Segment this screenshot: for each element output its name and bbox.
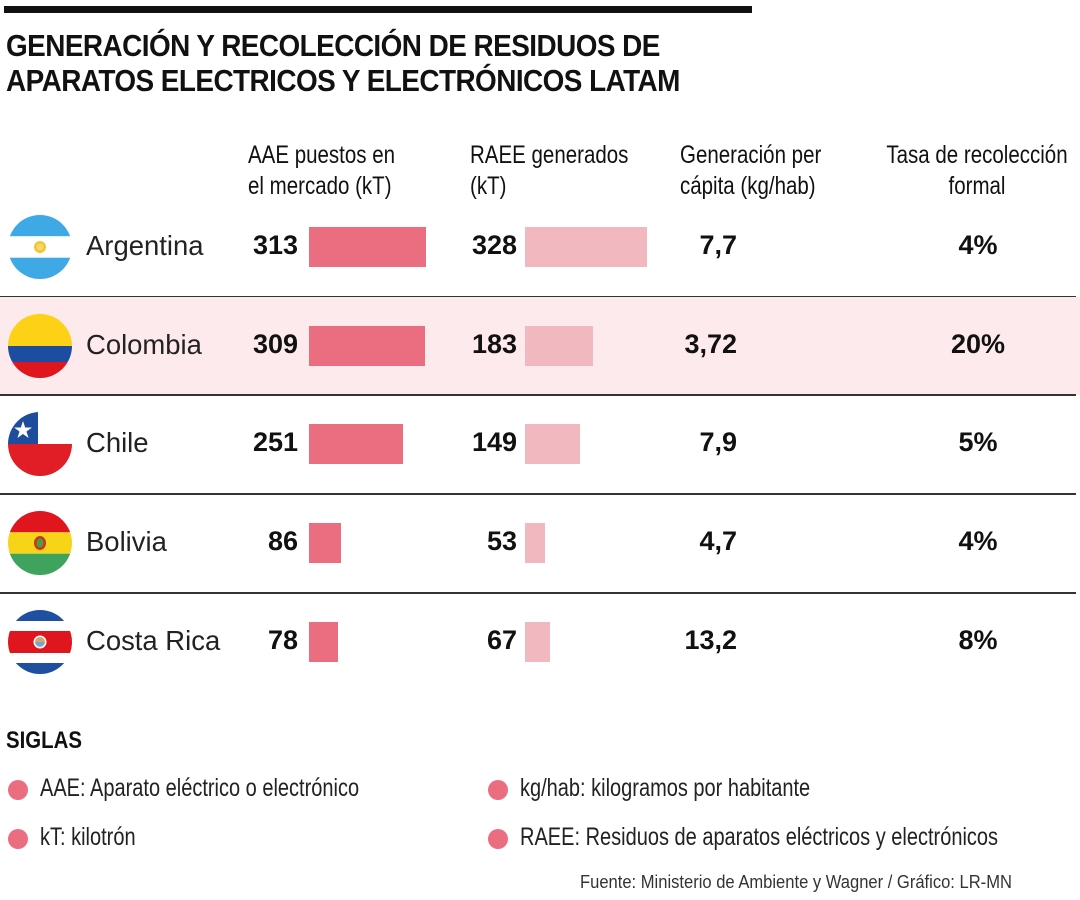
- legend-item-kt: kT: kilotrón: [40, 823, 136, 851]
- table-row-colombia: Colombia 309 183 3,72 20%: [0, 297, 1080, 395]
- legend-item-kghab: kg/hab: kilogramos por habitante: [520, 774, 811, 802]
- costa-rica-flag-icon: [8, 610, 72, 674]
- source-credit: Fuente: Ministerio de Ambiente y Wagner …: [580, 872, 1012, 892]
- bar-aae: [309, 326, 425, 366]
- value-aae: 86: [267, 526, 298, 556]
- chart-title-line-2: APARATOS ELECTRICOS Y ELECTRÓNICOS LATAM: [6, 63, 680, 98]
- column-header-capita: Generación per cápita (kg/hab): [680, 140, 821, 202]
- value-capita: 13,2: [684, 625, 737, 655]
- country-name: Chile: [86, 427, 149, 458]
- bar-raee: [525, 622, 550, 662]
- bolivia-flag-icon: [8, 511, 72, 575]
- colombia-flag-icon: [8, 314, 72, 378]
- legend-item-aae: AAE: Aparato eléctrico o electrónico: [40, 774, 360, 802]
- bar-capita: [745, 227, 812, 267]
- bar-capita: [745, 622, 860, 662]
- value-raee: 328: [471, 230, 517, 260]
- legend-title: SIGLAS: [6, 727, 82, 754]
- row-divider: [0, 394, 1076, 396]
- column-header-tasa: Tasa de recolección formal: [875, 140, 1080, 202]
- value-aae: 313: [252, 230, 298, 260]
- value-tasa: 4%: [958, 230, 998, 260]
- column-header-tasa-line-2: formal: [948, 172, 1006, 200]
- column-header-aae-line-1: AAE puestos en: [248, 141, 396, 169]
- bar-aae: [309, 227, 426, 267]
- value-aae: 78: [267, 625, 298, 655]
- bar-aae: [309, 622, 338, 662]
- value-capita: 3,72: [684, 329, 737, 359]
- value-tasa: 5%: [958, 427, 998, 457]
- value-raee: 67: [486, 625, 517, 655]
- legend-item-raee: RAEE: Residuos de aparatos eléctricos y …: [520, 823, 999, 851]
- column-header-raee-line-2: (kT): [470, 172, 507, 200]
- bar-raee: [525, 227, 647, 267]
- value-tasa: 20%: [950, 329, 1006, 359]
- column-header-raee-line-1: RAEE generados: [470, 141, 629, 169]
- bar-raee: [525, 523, 545, 563]
- column-header-capita-line-2: cápita (kg/hab): [680, 172, 816, 200]
- column-header-tasa-line-1: Tasa de recolección: [886, 141, 1068, 169]
- column-header-aae: AAE puestos en el mercado (kT): [248, 140, 395, 202]
- column-header-raee: RAEE generados (kT): [470, 140, 628, 202]
- table-row-costa-rica: Costa Rica 78 67 13,2 8%: [0, 593, 1080, 691]
- country-name: Costa Rica: [86, 625, 221, 656]
- chart-title-line-1: GENERACIÓN Y RECOLECCIÓN DE RESIDUOS DE: [6, 28, 660, 63]
- column-header-aae-line-2: el mercado (kT): [248, 172, 392, 200]
- country-name: Colombia: [86, 329, 202, 360]
- row-divider: [0, 592, 1076, 594]
- bar-capita: [745, 326, 777, 366]
- table-row-argentina: Argentina 313 328 7,7 4%: [0, 198, 1080, 296]
- bar-capita: [745, 523, 786, 563]
- table-row-bolivia: Bolivia 86 53 4,7 4%: [0, 494, 1080, 592]
- row-divider: [0, 493, 1076, 495]
- country-name: Argentina: [86, 230, 204, 261]
- bar-capita: [745, 424, 814, 464]
- chile-flag-icon: [8, 412, 72, 476]
- bar-aae: [309, 424, 403, 464]
- value-aae: 251: [252, 427, 298, 457]
- value-raee: 183: [471, 329, 517, 359]
- column-header-capita-line-1: Generación per: [680, 141, 822, 169]
- value-capita: 4,7: [699, 526, 737, 556]
- table-row-chile: Chile 251 149 7,9 5%: [0, 395, 1080, 493]
- value-capita: 7,7: [699, 230, 737, 260]
- legend-bullet-icon: [488, 829, 508, 849]
- value-tasa: 4%: [958, 526, 998, 556]
- country-name: Bolivia: [86, 526, 167, 557]
- bar-aae: [309, 523, 341, 563]
- argentina-flag-icon: [8, 215, 72, 279]
- value-tasa: 8%: [958, 625, 998, 655]
- bar-raee: [525, 326, 593, 366]
- legend-bullet-icon: [8, 829, 28, 849]
- value-aae: 309: [252, 329, 298, 359]
- value-capita: 7,9: [699, 427, 737, 457]
- value-raee: 149: [471, 427, 517, 457]
- legend-bullet-icon: [488, 780, 508, 800]
- chart-title: GENERACIÓN Y RECOLECCIÓN DE RESIDUOS DE …: [6, 28, 680, 98]
- value-raee: 53: [486, 526, 517, 556]
- row-divider: [0, 296, 1076, 298]
- legend-bullet-icon: [8, 780, 28, 800]
- bar-raee: [525, 424, 580, 464]
- title-rule: [4, 6, 752, 13]
